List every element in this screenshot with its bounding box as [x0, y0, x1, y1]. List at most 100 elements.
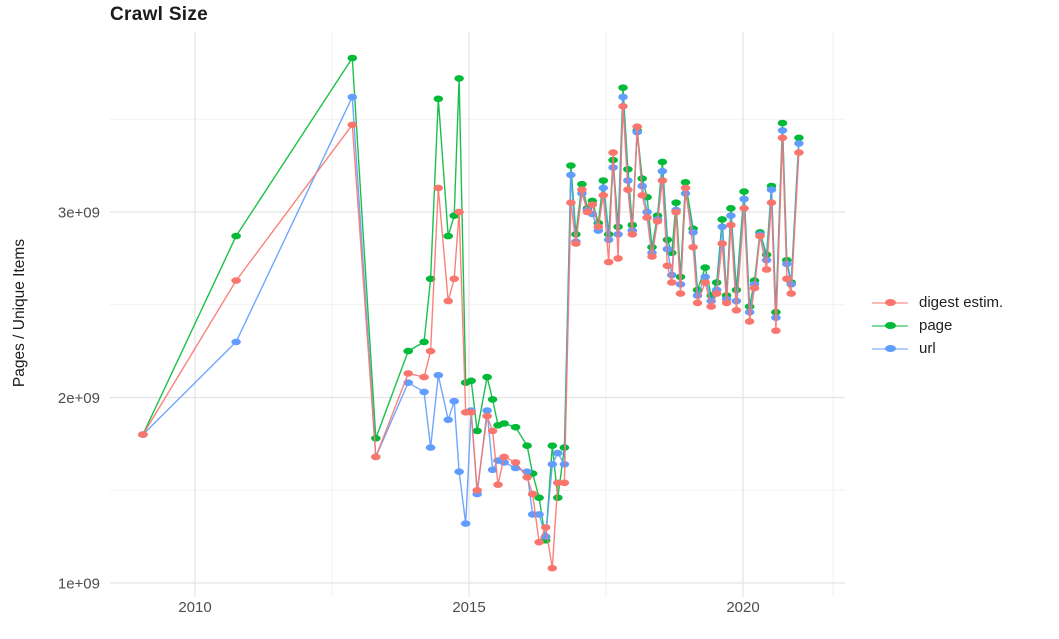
y-tick-label: 3e+09: [58, 204, 100, 221]
data-point-digest-estim: [487, 427, 498, 435]
data-point-digest-estim: [138, 431, 148, 438]
data-point-digest-estim: [613, 255, 623, 262]
data-point-digest-estim: [731, 307, 742, 314]
data-point-digest-estim: [582, 208, 593, 216]
data-point-page: [547, 442, 558, 450]
data-point-digest-estim: [688, 243, 698, 251]
legend-label-page: page: [919, 317, 953, 334]
data-point-page: [347, 54, 358, 62]
data-point-page: [403, 347, 414, 355]
y-tick-label: 2e+09: [58, 390, 100, 407]
data-point-page: [577, 180, 587, 188]
chart-title: Crawl Size: [110, 4, 209, 25]
data-point-digest-estim: [627, 231, 638, 238]
data-point-page: [482, 373, 492, 381]
data-point-digest-estim: [667, 279, 677, 286]
data-point-url: [618, 93, 628, 101]
data-point-digest-estim: [749, 284, 760, 292]
data-point-page: [671, 199, 681, 206]
data-point-digest-estim: [642, 214, 652, 221]
data-point-digest-estim: [786, 290, 796, 297]
data-point-url: [454, 468, 464, 476]
data-point-url: [425, 444, 436, 451]
data-point-digest-estim: [443, 297, 454, 305]
data-point-url: [482, 407, 492, 414]
data-point-url: [613, 231, 623, 238]
data-point-url: [642, 208, 652, 216]
data-point-page: [657, 158, 668, 166]
legend-label-url: url: [919, 340, 936, 357]
data-point-page: [680, 179, 691, 186]
data-point-page: [731, 286, 742, 294]
data-point-digest-estim: [598, 192, 609, 199]
data-point-url: [726, 212, 736, 219]
data-point-url: [739, 195, 749, 203]
legend-key-dot: [885, 322, 896, 329]
data-point-digest-estim: [761, 266, 772, 273]
data-point-url: [766, 186, 777, 193]
data-point-digest-estim: [466, 409, 477, 416]
data-point-url: [598, 184, 609, 192]
data-point-digest-estim: [755, 232, 765, 240]
data-point-digest-estim: [347, 121, 358, 129]
data-point-url: [347, 93, 358, 101]
data-point-page: [472, 427, 483, 435]
data-point-digest-estim: [593, 223, 604, 231]
data-point-url: [231, 338, 241, 346]
data-point-digest-estim: [231, 277, 241, 284]
data-point-digest-estim: [571, 240, 581, 247]
data-point-page: [618, 84, 628, 91]
data-point-page: [739, 188, 749, 195]
data-point-url: [487, 466, 498, 474]
data-point-digest-estim: [425, 347, 436, 355]
data-point-digest-estim: [577, 186, 587, 193]
data-point-page: [534, 494, 544, 502]
data-point-page: [777, 119, 788, 127]
data-point-digest-estim: [493, 481, 503, 489]
data-point-digest-estim: [482, 412, 492, 420]
data-point-page: [522, 442, 532, 450]
data-point-page: [443, 232, 454, 240]
data-point-digest-estim: [553, 479, 563, 487]
data-point-digest-estim: [739, 205, 749, 212]
data-point-digest-estim: [433, 184, 444, 192]
data-point-digest-estim: [587, 201, 598, 208]
data-point-digest-estim: [618, 103, 628, 110]
data-point-digest-estim: [657, 177, 668, 184]
data-point-page: [466, 377, 477, 385]
data-point-page: [566, 162, 576, 169]
data-point-digest-estim: [675, 290, 686, 297]
data-point-page: [510, 423, 521, 431]
data-point-page: [598, 177, 609, 184]
legend-item-digest-estim: digest estim.: [872, 291, 1003, 314]
y-tick-label: 1e+09: [58, 575, 100, 592]
data-point-digest-estim: [623, 186, 633, 193]
data-point-url: [777, 127, 788, 134]
data-point-digest-estim: [671, 208, 681, 216]
x-tick-label: 2010: [178, 599, 211, 616]
data-point-url: [794, 140, 804, 147]
data-point-digest-estim: [794, 149, 804, 156]
series-line-url: [142, 94, 800, 537]
data-point-url: [419, 388, 429, 396]
data-point-digest-estim: [680, 184, 691, 192]
legend-key-dot: [885, 299, 896, 306]
data-point-url: [657, 167, 668, 175]
data-point-digest-estim: [766, 199, 777, 206]
data-point-digest-estim: [510, 459, 521, 466]
series-line-page: [142, 55, 800, 541]
data-point-digest-estim: [692, 299, 703, 307]
x-tick-label: 2020: [726, 599, 759, 616]
data-point-digest-estim: [547, 564, 558, 572]
data-point-page: [553, 494, 563, 502]
data-point-digest-estim: [637, 192, 647, 199]
data-point-digest-estim: [419, 373, 429, 381]
data-point-url: [443, 416, 454, 424]
legend-key-page-icon: [872, 321, 908, 331]
data-point-digest-estim: [540, 524, 551, 531]
data-point-digest-estim: [608, 149, 618, 156]
data-point-page: [425, 275, 436, 283]
data-point-digest-estim: [700, 279, 710, 286]
x-tick-label: 2015: [452, 599, 485, 616]
